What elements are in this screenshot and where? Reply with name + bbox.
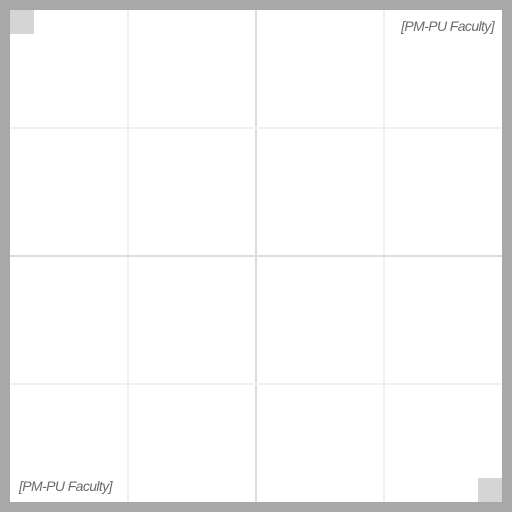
grid-line-horizontal bbox=[10, 127, 502, 129]
map-canvas[interactable]: [PM-PU Faculty] [PM-PU Faculty] bbox=[10, 10, 502, 502]
corner-handle-top-left[interactable] bbox=[10, 10, 34, 34]
watermark-top: [PM-PU Faculty] bbox=[401, 18, 495, 34]
grid-line-horizontal bbox=[10, 383, 502, 385]
grid-line-horizontal-major bbox=[10, 255, 502, 257]
corner-handle-bottom-right[interactable] bbox=[478, 478, 502, 502]
watermark-bottom: [PM-PU Faculty] bbox=[19, 478, 113, 494]
